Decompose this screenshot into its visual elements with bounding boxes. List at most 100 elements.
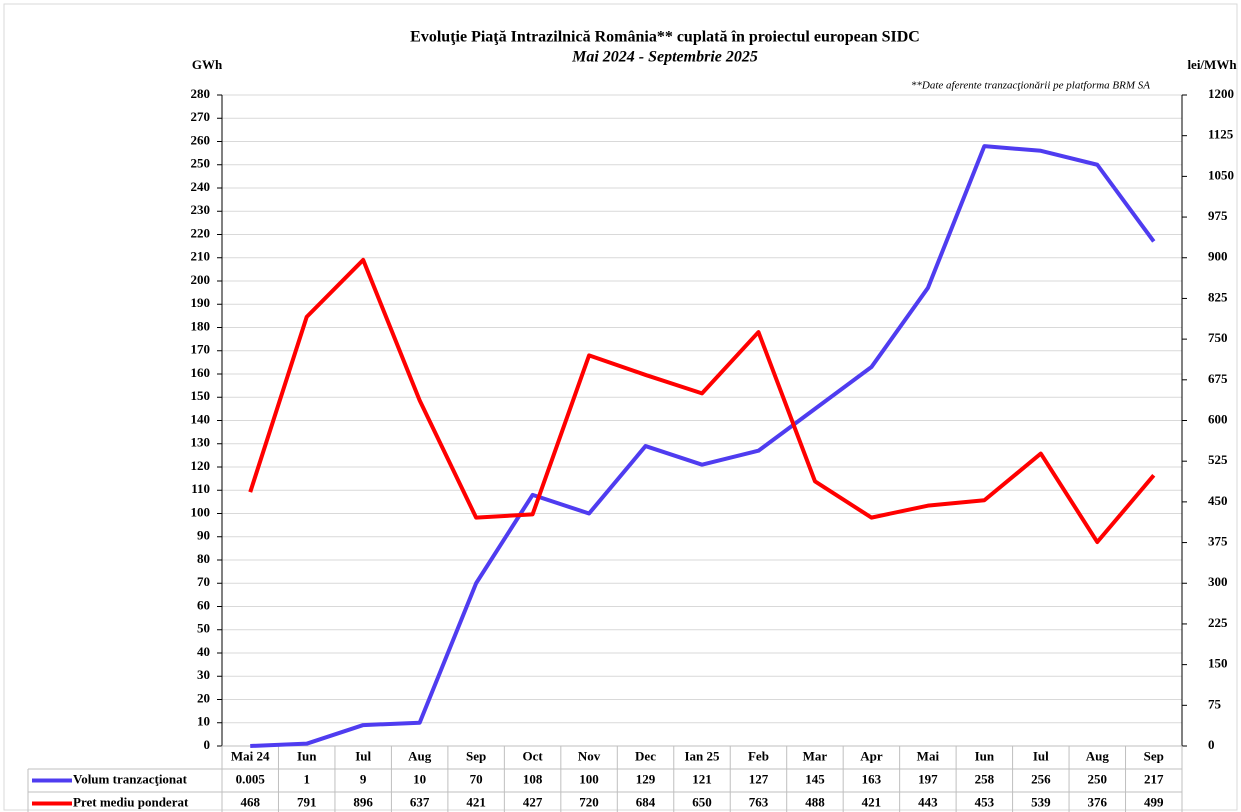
table-value: 684 — [636, 794, 656, 809]
x-tick-label: Aug — [1086, 748, 1110, 763]
chart-frame — [3, 3, 1238, 811]
y-tick-label: 230 — [191, 202, 211, 217]
table-value: 763 — [749, 794, 769, 809]
y2-tick-label: 600 — [1208, 411, 1228, 426]
y-tick-label: 40 — [197, 644, 210, 659]
series-line — [250, 144, 1156, 748]
table-value: 427 — [523, 794, 543, 809]
table-value: 10 — [413, 771, 426, 786]
table-value: 376 — [1088, 794, 1108, 809]
y-tick-label: 220 — [191, 225, 211, 240]
y2-tick-label: 975 — [1208, 208, 1228, 223]
y2-tick-label: 225 — [1208, 615, 1228, 630]
y2-axis-label: lei/MWh — [1187, 57, 1237, 72]
y2-tick-label: 1200 — [1208, 86, 1234, 101]
chart-title: Evoluţie Piaţă Intrazilnică România** cu… — [410, 29, 920, 46]
y-tick-label: 30 — [197, 667, 210, 682]
y-axis-label: GWh — [192, 57, 223, 72]
y-tick-label: 120 — [191, 458, 211, 473]
y-tick-label: 140 — [191, 411, 211, 426]
legend-label: Pret mediu ponderat — [73, 794, 189, 809]
table-value: 720 — [579, 794, 599, 809]
x-tick-label: Sep — [466, 748, 486, 763]
table-value: 539 — [1031, 794, 1051, 809]
y-tick-label: 180 — [191, 318, 211, 333]
y-tick-label: 150 — [191, 388, 211, 403]
x-tick-label: Iul — [1033, 748, 1049, 763]
x-tick-label: Oct — [522, 748, 543, 763]
table-value: 163 — [862, 771, 882, 786]
y-tick-label: 170 — [191, 342, 211, 357]
x-tick-label: Nov — [578, 748, 601, 763]
table-value: 499 — [1144, 794, 1164, 809]
y-tick-label: 160 — [191, 365, 211, 380]
x-tick-label: Iul — [355, 748, 371, 763]
y2-tick-label: 75 — [1208, 696, 1222, 711]
x-tick-label: Feb — [748, 748, 769, 763]
table-value: 145 — [805, 771, 825, 786]
y-tick-label: 260 — [191, 132, 211, 147]
table-value: 250 — [1088, 771, 1108, 786]
y-tick-label: 270 — [191, 109, 211, 124]
y-tick-label: 80 — [197, 551, 210, 566]
x-tick-label: Iun — [975, 748, 995, 763]
table-value: 9 — [360, 771, 367, 786]
y2-tick-label: 150 — [1208, 656, 1228, 671]
table-value: 421 — [862, 794, 882, 809]
y-tick-label: 210 — [191, 249, 211, 264]
chart-subtitle: Mai 2024 - Septembrie 2025 — [571, 49, 758, 66]
y2-tick-label: 1125 — [1208, 127, 1234, 142]
table-value: 197 — [918, 771, 938, 786]
y2-tick-label: 375 — [1208, 534, 1228, 549]
y-tick-label: 250 — [191, 156, 211, 171]
table-value: 443 — [918, 794, 938, 809]
y-tick-label: 190 — [191, 295, 211, 310]
table-value: 453 — [975, 794, 995, 809]
table-value: 127 — [749, 771, 769, 786]
x-tick-label: Dec — [635, 748, 656, 763]
x-tick-label: Iun — [297, 748, 317, 763]
table-value: 0.005 — [236, 771, 266, 786]
y-tick-label: 10 — [197, 714, 210, 729]
table-value: 258 — [975, 771, 995, 786]
table-value: 129 — [636, 771, 656, 786]
table-value: 468 — [240, 794, 260, 809]
table-value: 896 — [353, 794, 373, 809]
y-tick-label: 20 — [197, 690, 210, 705]
series-line — [248, 257, 1156, 545]
table-value: 488 — [805, 794, 825, 809]
y2-tick-label: 900 — [1208, 249, 1228, 264]
y2-tick-label: 750 — [1208, 330, 1228, 345]
table-value: 637 — [410, 794, 430, 809]
table-value: 108 — [523, 771, 543, 786]
y-tick-label: 70 — [197, 574, 210, 589]
table-value: 1 — [303, 771, 310, 786]
table-value: 421 — [466, 794, 486, 809]
table-value: 256 — [1031, 771, 1051, 786]
x-tick-label: Aug — [408, 748, 432, 763]
y2-tick-label: 525 — [1208, 452, 1228, 467]
x-tick-label: Sep — [1144, 748, 1164, 763]
y2-tick-label: 1050 — [1208, 167, 1234, 182]
y-tick-label: 50 — [197, 621, 210, 636]
x-tick-label: Mar — [803, 748, 828, 763]
x-tick-label: Apr — [860, 748, 883, 763]
y-tick-label: 60 — [197, 597, 210, 612]
table-value: 217 — [1144, 771, 1164, 786]
y2-tick-label: 450 — [1208, 493, 1228, 508]
table-value: 650 — [692, 794, 712, 809]
x-tick-label: Mai 24 — [231, 748, 270, 763]
table-value: 121 — [692, 771, 712, 786]
table-value: 100 — [579, 771, 599, 786]
y-tick-label: 90 — [197, 528, 210, 543]
legend-label: Volum tranzacţionat — [73, 771, 188, 786]
y-tick-label: 110 — [191, 481, 210, 496]
y-tick-label: 240 — [191, 179, 211, 194]
table-value: 70 — [470, 771, 483, 786]
y2-tick-label: 0 — [1208, 737, 1215, 752]
y-tick-label: 100 — [191, 504, 211, 519]
x-tick-label: Ian 25 — [684, 748, 720, 763]
y2-tick-label: 675 — [1208, 371, 1228, 386]
annotation: **Date aferente tranzacţionării pe platf… — [911, 80, 1150, 92]
